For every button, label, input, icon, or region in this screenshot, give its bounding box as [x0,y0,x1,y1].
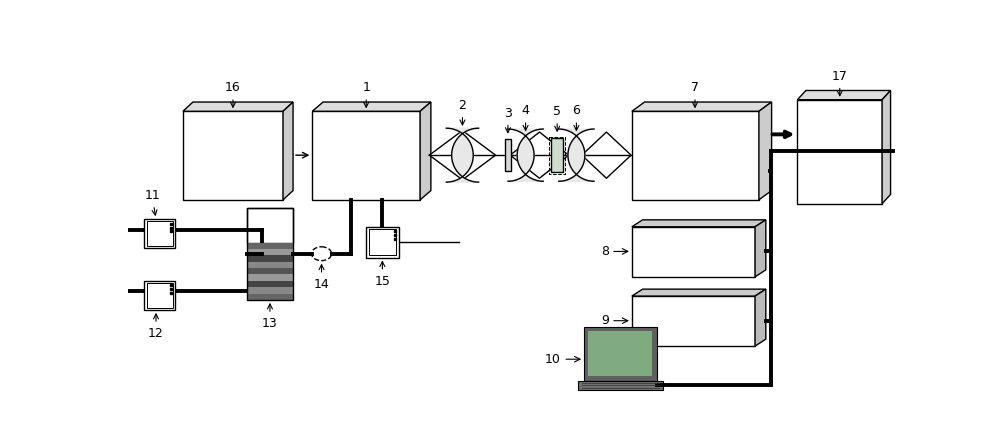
Polygon shape [247,268,293,274]
Polygon shape [797,100,882,204]
Polygon shape [446,128,479,182]
Polygon shape [588,331,652,376]
Text: 13: 13 [262,304,278,330]
Polygon shape [312,102,431,111]
Text: 6: 6 [572,104,580,130]
Polygon shape [632,220,766,227]
Polygon shape [247,293,293,300]
Polygon shape [755,220,766,277]
Text: 8: 8 [601,245,609,258]
Polygon shape [247,249,293,256]
Text: 16: 16 [225,81,241,107]
Polygon shape [882,91,891,204]
Polygon shape [247,256,293,262]
Text: 7: 7 [691,81,699,107]
Polygon shape [312,111,420,200]
Polygon shape [797,91,891,100]
Polygon shape [632,289,766,296]
Polygon shape [144,281,175,310]
Polygon shape [183,111,283,200]
Polygon shape [759,102,772,200]
Polygon shape [551,138,563,172]
Text: 12: 12 [148,314,164,340]
Text: 11: 11 [144,189,160,215]
Polygon shape [147,221,173,246]
Text: 10: 10 [545,353,561,366]
Polygon shape [247,243,293,249]
Text: 2: 2 [459,99,466,125]
Polygon shape [247,281,293,287]
Polygon shape [183,102,293,111]
Polygon shape [559,129,594,181]
Text: 15: 15 [374,262,390,288]
Polygon shape [755,289,766,346]
Text: 17: 17 [832,70,848,96]
Polygon shape [632,102,772,111]
Polygon shape [632,296,755,346]
Polygon shape [632,111,759,200]
Polygon shape [247,274,293,281]
Text: 9: 9 [601,314,609,327]
Polygon shape [369,229,396,255]
Polygon shape [283,102,293,200]
Polygon shape [578,381,663,390]
Polygon shape [144,219,175,248]
Polygon shape [508,129,543,181]
Text: 5: 5 [553,105,561,131]
Polygon shape [147,283,173,308]
Text: 4: 4 [522,104,530,130]
Polygon shape [247,207,293,243]
Polygon shape [420,102,431,200]
Polygon shape [505,139,511,171]
Polygon shape [366,227,399,258]
Polygon shape [247,287,293,293]
Text: 14: 14 [314,264,329,291]
Polygon shape [247,262,293,268]
Text: 1: 1 [362,81,370,107]
Text: 3: 3 [504,107,512,132]
Polygon shape [584,327,657,381]
Polygon shape [632,227,755,277]
